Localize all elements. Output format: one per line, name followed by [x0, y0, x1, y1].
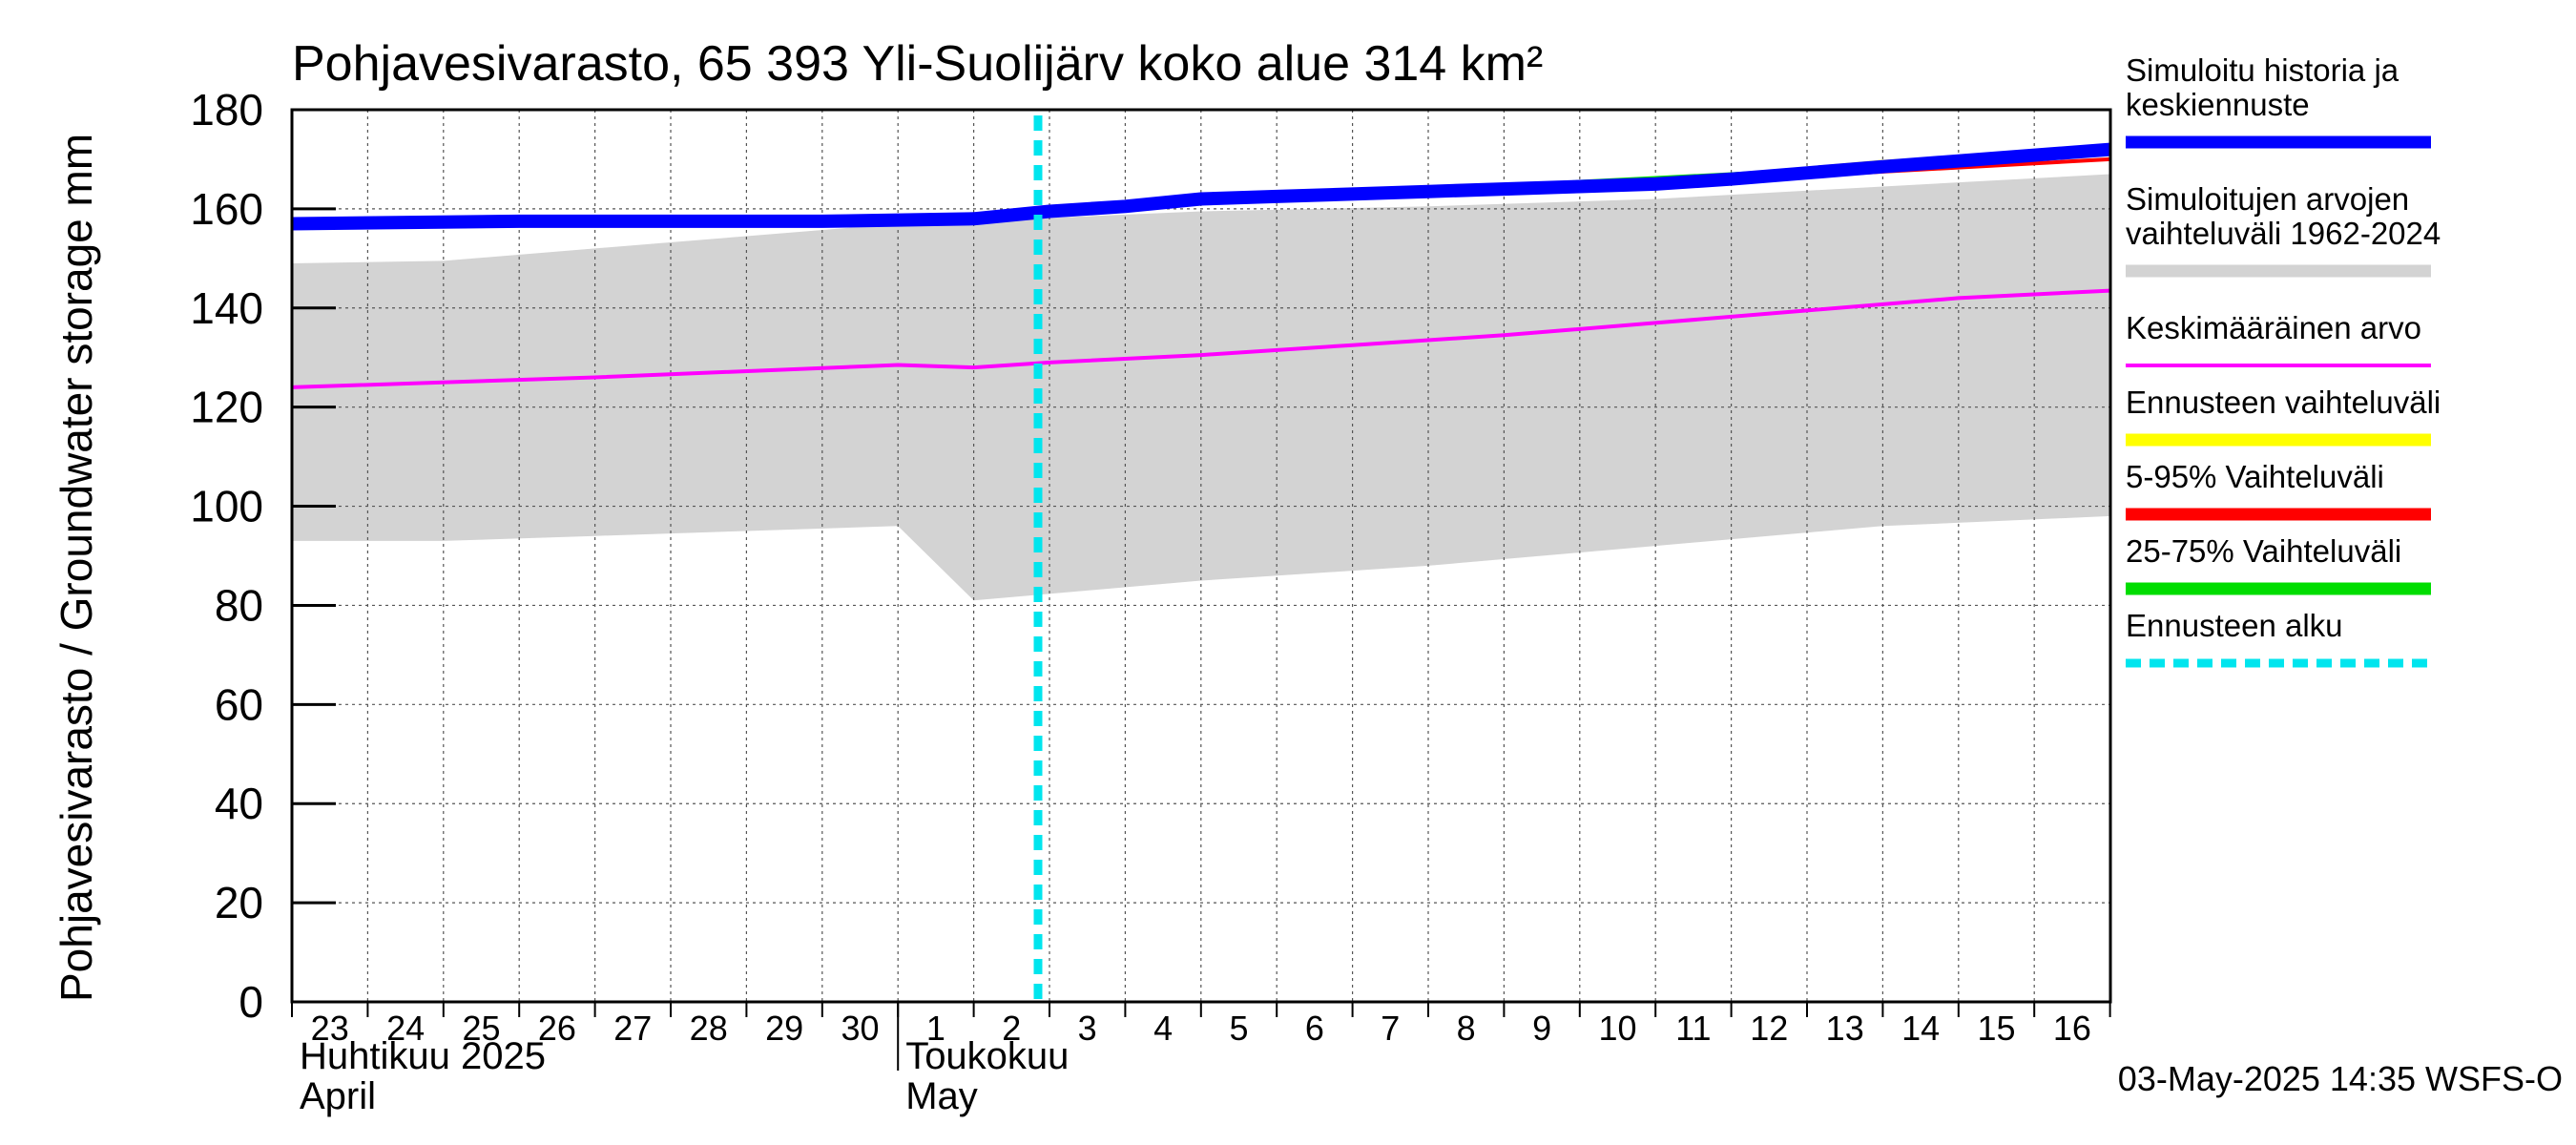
x-tick-label: 4	[1153, 1009, 1173, 1048]
legend-label: Ennusteen vaihteluväli	[2126, 385, 2441, 420]
legend-label: Simuloitu historia ja	[2126, 52, 2399, 88]
chart-title: Pohjavesivarasto, 65 393 Yli-Suolijärv k…	[292, 36, 1543, 92]
x-tick-label: 15	[1977, 1009, 2015, 1048]
simulated-history-line	[291, 142, 2111, 231]
legend-label: Simuloitujen arvojen	[2126, 181, 2409, 217]
legend-label: Ennusteen alku	[2126, 608, 2343, 643]
month-label: Huhtikuu 2025	[300, 1035, 546, 1077]
x-tick-label: 6	[1305, 1009, 1324, 1048]
x-tick-label: 23	[311, 1009, 349, 1048]
y-tick-label: 140	[190, 283, 263, 333]
x-tick-label: 12	[1750, 1009, 1788, 1048]
x-tick-label: 30	[841, 1009, 879, 1048]
x-tick-label: 14	[1901, 1009, 1940, 1048]
x-tick-label: 27	[613, 1009, 652, 1048]
legend-item-forecast-range: Ennusteen vaihteluväli	[2126, 385, 2441, 447]
legend-item-p5-95: 5-95% Vaihteluväli	[2126, 459, 2431, 521]
legend-item-mean: Keskimääräinen arvo	[2126, 310, 2431, 367]
month-label: Toukokuu	[905, 1035, 1069, 1077]
x-tick-label: 5	[1229, 1009, 1248, 1048]
x-tick-label: 10	[1598, 1009, 1636, 1048]
x-tick-label: 7	[1381, 1009, 1400, 1048]
y-tick-label: 160	[190, 184, 263, 234]
variation-band	[292, 174, 2110, 601]
y-tick-label: 20	[215, 878, 263, 927]
legend-item-forecast-start: Ennusteen alku	[2126, 608, 2431, 668]
legend-label: keskiennuste	[2126, 87, 2310, 122]
y-tick-label: 0	[239, 977, 263, 1027]
x-tick-label: 29	[765, 1009, 803, 1048]
y-tick-label: 60	[215, 679, 263, 729]
legend-label: 5-95% Vaihteluväli	[2126, 459, 2384, 494]
month-label: April	[300, 1075, 376, 1117]
mean-line	[291, 288, 2110, 389]
x-tick-label: 11	[1675, 1009, 1711, 1048]
x-tick-label: 26	[538, 1009, 576, 1048]
y-tick-label: 40	[215, 779, 263, 828]
x-tick-label: 8	[1457, 1009, 1476, 1048]
x-tick-label: 9	[1532, 1009, 1551, 1048]
x-tick-label: 2	[1002, 1009, 1021, 1048]
x-tick-label: 28	[690, 1009, 728, 1048]
legend-label: Keskimääräinen arvo	[2126, 310, 2421, 345]
legend-label: vaihteluväli 1962-2024	[2126, 216, 2441, 251]
x-tick-label: 1	[926, 1009, 945, 1048]
legend: Simuloitu historia jakeskiennusteSimuloi…	[2126, 52, 2441, 668]
x-tick-label: 3	[1078, 1009, 1097, 1048]
x-tick-label: 13	[1826, 1009, 1864, 1048]
month-label: May	[905, 1075, 978, 1117]
y-tick-label: 80	[215, 580, 263, 630]
y-axis-label: Pohjavesivarasto / Groundwater storage m…	[52, 134, 101, 1002]
timestamp: 03-May-2025 14:35 WSFS-O	[2118, 1059, 2563, 1098]
legend-item-p25-75: 25-75% Vaihteluväli	[2126, 533, 2431, 595]
x-tick-label: 25	[462, 1009, 500, 1048]
x-tick-label: 16	[2053, 1009, 2091, 1048]
y-tick-label: 100	[190, 482, 263, 531]
x-tick-label: 24	[386, 1009, 425, 1048]
legend-label: 25-75% Vaihteluväli	[2126, 533, 2401, 569]
y-tick-label: 120	[190, 383, 263, 432]
y-tick-label: 180	[190, 85, 263, 135]
